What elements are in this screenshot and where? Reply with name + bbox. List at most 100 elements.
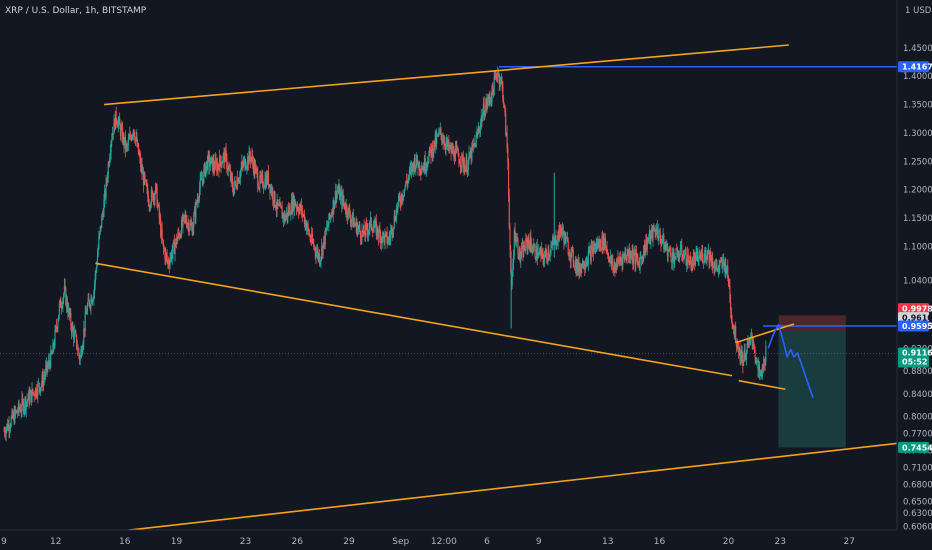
candle-body <box>416 155 418 164</box>
candle-body <box>703 259 705 262</box>
candle-body <box>211 157 213 171</box>
candle-body <box>91 297 93 304</box>
candle-body <box>316 250 318 253</box>
candle-body <box>285 217 287 221</box>
candle-body <box>495 74 497 78</box>
candle-body <box>726 265 728 273</box>
candle-body <box>343 201 345 204</box>
candle-body <box>719 261 721 267</box>
candle-body <box>393 227 395 232</box>
candle-body <box>671 260 673 263</box>
candle-body <box>541 249 543 252</box>
candle-body <box>591 246 593 247</box>
candle-body <box>360 238 362 241</box>
candle-body <box>661 242 663 245</box>
candle-body <box>559 224 561 231</box>
candle-body <box>456 147 458 150</box>
candle-body <box>668 249 670 251</box>
candle-body <box>705 257 707 260</box>
x-tick-label: 9 <box>1 537 7 547</box>
candle-body <box>431 145 433 157</box>
candle-body <box>584 267 586 269</box>
candle-body <box>398 195 400 198</box>
candle-body <box>89 306 91 308</box>
candle-body <box>308 234 311 236</box>
candle-body <box>332 199 334 216</box>
candle-body <box>586 260 588 264</box>
candle-body <box>638 263 640 270</box>
candle-body <box>450 145 452 153</box>
candle-body <box>666 243 668 257</box>
candle-body <box>519 248 521 261</box>
candle-body <box>399 197 401 203</box>
candle-body <box>312 241 314 244</box>
candle-body <box>594 243 597 249</box>
candle-body <box>226 155 228 170</box>
candle-body <box>48 360 50 364</box>
candle-body <box>74 332 76 333</box>
candle-body <box>612 260 614 271</box>
candle-body <box>393 215 395 228</box>
candle-body <box>357 227 359 229</box>
candle-body <box>147 187 149 197</box>
candle-body <box>709 251 711 263</box>
candle-body <box>515 239 517 242</box>
candle-body <box>170 253 173 260</box>
candle-body <box>4 433 6 436</box>
candle-body <box>35 387 37 397</box>
candle-body <box>130 137 132 140</box>
candle-body <box>222 154 224 162</box>
candle-body <box>405 180 407 187</box>
candle-body <box>715 266 717 267</box>
candle-body <box>50 350 52 368</box>
candle-body <box>382 232 385 235</box>
candle-body <box>462 154 464 158</box>
candle-body <box>362 226 364 234</box>
candle-body <box>198 198 200 201</box>
candle-body <box>73 332 75 340</box>
candle-body <box>645 239 647 250</box>
candle-body <box>418 161 420 171</box>
candle-body <box>269 184 271 193</box>
x-tick-label: Sep <box>392 537 409 547</box>
candle-body <box>326 226 328 231</box>
candle-body <box>528 242 530 250</box>
candle-body <box>370 217 372 228</box>
candle-body <box>370 217 372 222</box>
candle-body <box>271 189 273 194</box>
candle-body <box>508 162 510 197</box>
candle-body <box>506 132 508 149</box>
candle-body <box>424 157 426 170</box>
candle-body <box>389 237 391 239</box>
candle-body <box>605 247 607 249</box>
candle-body <box>80 349 82 357</box>
candle-body <box>633 254 635 263</box>
candle-body <box>741 353 743 362</box>
candle-body <box>520 248 523 257</box>
candle-body <box>313 243 315 247</box>
candle-body <box>318 254 320 259</box>
candle-body <box>659 231 661 239</box>
candle-body <box>344 203 346 209</box>
candle-body <box>353 222 355 228</box>
level-label-bg <box>898 320 929 332</box>
candle-body <box>286 212 288 218</box>
candle-body <box>110 141 112 153</box>
candle-body <box>633 251 635 255</box>
candle-body <box>46 362 48 370</box>
candle-body <box>119 118 121 126</box>
candle-body <box>648 238 650 240</box>
candle-body <box>3 430 5 432</box>
candle-body <box>391 226 393 235</box>
candle-body <box>630 257 633 259</box>
candle-body <box>35 387 37 396</box>
candle-body <box>194 209 196 218</box>
candle-body <box>456 149 459 151</box>
candle-body <box>746 343 748 353</box>
candle-body <box>476 132 478 136</box>
candle-body <box>761 366 763 377</box>
candle-body <box>303 214 305 216</box>
candle-body <box>355 221 357 227</box>
